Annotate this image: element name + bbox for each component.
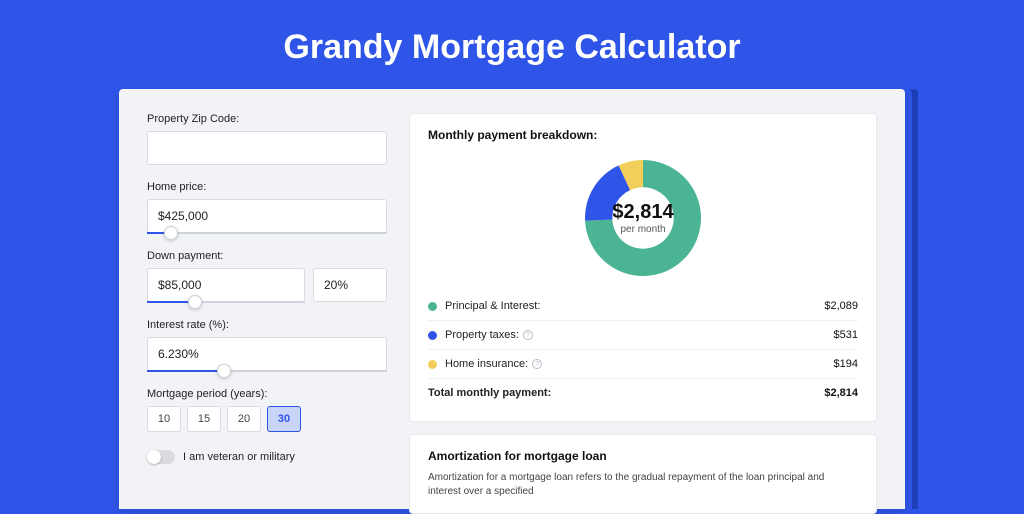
toggle-knob <box>147 450 161 464</box>
legend-value: $531 <box>834 329 858 341</box>
interest-rate-slider-thumb[interactable] <box>217 364 231 378</box>
page-title: Grandy Mortgage Calculator <box>0 0 1024 89</box>
legend-dot-icon <box>428 331 437 340</box>
down-payment-slider-thumb[interactable] <box>188 295 202 309</box>
zip-input[interactable] <box>147 131 387 165</box>
legend-label: Home insurance:? <box>445 358 834 370</box>
calculator-card: Property Zip Code: Home price: Down paym… <box>119 89 905 509</box>
legend-total-row: Total monthly payment: $2,814 <box>428 378 858 407</box>
donut-center: $2,814 per month <box>581 156 705 280</box>
home-price-slider[interactable] <box>147 232 387 234</box>
legend-dot-icon <box>428 360 437 369</box>
info-icon[interactable]: ? <box>532 359 542 369</box>
results-column: Monthly payment breakdown: $2,814 per mo… <box>409 113 877 509</box>
amortization-panel: Amortization for mortgage loan Amortizat… <box>409 434 877 514</box>
home-price-field-group: Home price: <box>147 181 387 234</box>
donut-total-amount: $2,814 <box>612 201 673 224</box>
legend-row: Home insurance:?$194 <box>428 349 858 378</box>
donut-chart: $2,814 per month <box>581 156 705 280</box>
legend-value: $2,089 <box>824 300 858 312</box>
period-button-30[interactable]: 30 <box>267 406 301 432</box>
down-payment-amount-input[interactable] <box>147 268 305 302</box>
amortization-text: Amortization for a mortgage loan refers … <box>428 471 858 499</box>
mortgage-period-field-group: Mortgage period (years): 10152030 <box>147 388 387 432</box>
home-price-input[interactable] <box>147 199 387 233</box>
mortgage-period-label: Mortgage period (years): <box>147 388 387 400</box>
down-payment-percent-input[interactable] <box>313 268 387 302</box>
period-button-20[interactable]: 20 <box>227 406 261 432</box>
info-icon[interactable]: ? <box>523 330 533 340</box>
amortization-title: Amortization for mortgage loan <box>428 449 858 463</box>
legend-label: Property taxes:? <box>445 329 834 341</box>
veteran-toggle[interactable] <box>147 450 175 464</box>
down-payment-field-group: Down payment: <box>147 250 387 303</box>
legend-total-label: Total monthly payment: <box>428 387 824 399</box>
zip-label: Property Zip Code: <box>147 113 387 125</box>
home-price-slider-thumb[interactable] <box>164 226 178 240</box>
home-price-label: Home price: <box>147 181 387 193</box>
interest-rate-slider[interactable] <box>147 370 387 372</box>
period-button-15[interactable]: 15 <box>187 406 221 432</box>
veteran-toggle-label: I am veteran or military <box>183 451 295 463</box>
legend-row: Principal & Interest:$2,089 <box>428 292 858 320</box>
interest-rate-label: Interest rate (%): <box>147 319 387 331</box>
legend-total-value: $2,814 <box>824 387 858 399</box>
interest-rate-input[interactable] <box>147 337 387 371</box>
donut-chart-wrap: $2,814 per month <box>428 150 858 292</box>
donut-total-sub: per month <box>620 224 665 235</box>
breakdown-panel: Monthly payment breakdown: $2,814 per mo… <box>409 113 877 422</box>
breakdown-title: Monthly payment breakdown: <box>428 128 858 142</box>
legend-row: Property taxes:?$531 <box>428 320 858 349</box>
legend-dot-icon <box>428 302 437 311</box>
inputs-column: Property Zip Code: Home price: Down paym… <box>147 113 387 509</box>
legend-label: Principal & Interest: <box>445 300 824 312</box>
zip-field-group: Property Zip Code: <box>147 113 387 165</box>
veteran-toggle-row: I am veteran or military <box>147 450 387 464</box>
down-payment-slider[interactable] <box>147 301 305 303</box>
legend-value: $194 <box>834 358 858 370</box>
period-button-10[interactable]: 10 <box>147 406 181 432</box>
down-payment-label: Down payment: <box>147 250 387 262</box>
interest-rate-field-group: Interest rate (%): <box>147 319 387 372</box>
